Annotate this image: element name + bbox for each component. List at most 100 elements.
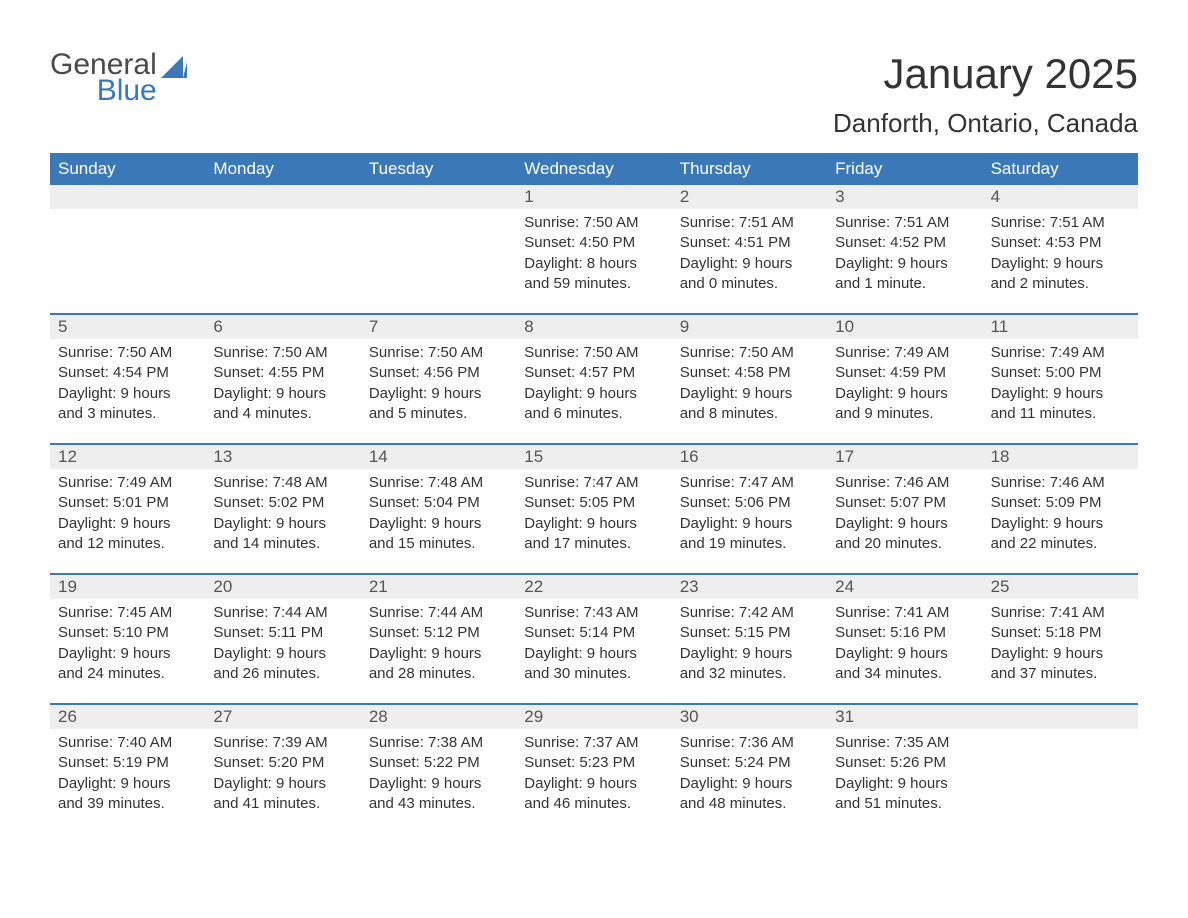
day-number: 29 xyxy=(516,705,671,729)
daylight2-text: and 43 minutes. xyxy=(369,794,508,814)
sunset-text: Sunset: 5:11 PM xyxy=(213,623,352,643)
day-body: Sunrise: 7:50 AMSunset: 4:50 PMDaylight:… xyxy=(516,209,671,304)
daylight2-text: and 15 minutes. xyxy=(369,534,508,554)
day-number: 13 xyxy=(205,445,360,469)
sunrise-text: Sunrise: 7:36 AM xyxy=(680,733,819,753)
day-cell: 15Sunrise: 7:47 AMSunset: 5:05 PMDayligh… xyxy=(516,445,671,573)
sunset-text: Sunset: 5:14 PM xyxy=(524,623,663,643)
day-body: Sunrise: 7:37 AMSunset: 5:23 PMDaylight:… xyxy=(516,729,671,824)
day-body: Sunrise: 7:43 AMSunset: 5:14 PMDaylight:… xyxy=(516,599,671,694)
sunset-text: Sunset: 5:09 PM xyxy=(991,493,1130,513)
daylight1-text: Daylight: 9 hours xyxy=(680,254,819,274)
day-cell: 22Sunrise: 7:43 AMSunset: 5:14 PMDayligh… xyxy=(516,575,671,703)
sunset-text: Sunset: 4:55 PM xyxy=(213,363,352,383)
day-body: Sunrise: 7:40 AMSunset: 5:19 PMDaylight:… xyxy=(50,729,205,824)
sunset-text: Sunset: 5:19 PM xyxy=(58,753,197,773)
daylight1-text: Daylight: 9 hours xyxy=(524,644,663,664)
sunset-text: Sunset: 5:12 PM xyxy=(369,623,508,643)
sunset-text: Sunset: 4:54 PM xyxy=(58,363,197,383)
day-number: 25 xyxy=(983,575,1138,599)
daylight1-text: Daylight: 9 hours xyxy=(835,254,974,274)
sunset-text: Sunset: 5:01 PM xyxy=(58,493,197,513)
sunrise-text: Sunrise: 7:51 AM xyxy=(835,213,974,233)
sunset-text: Sunset: 5:04 PM xyxy=(369,493,508,513)
day-cell: 28Sunrise: 7:38 AMSunset: 5:22 PMDayligh… xyxy=(361,705,516,833)
title-block: January 2025 Danforth, Ontario, Canada xyxy=(833,50,1138,139)
daylight2-text: and 17 minutes. xyxy=(524,534,663,554)
day-body: Sunrise: 7:50 AMSunset: 4:55 PMDaylight:… xyxy=(205,339,360,434)
sunrise-text: Sunrise: 7:44 AM xyxy=(369,603,508,623)
day-body: Sunrise: 7:41 AMSunset: 5:18 PMDaylight:… xyxy=(983,599,1138,694)
day-number: 17 xyxy=(827,445,982,469)
sunrise-text: Sunrise: 7:49 AM xyxy=(58,473,197,493)
daylight1-text: Daylight: 9 hours xyxy=(835,514,974,534)
day-body: Sunrise: 7:47 AMSunset: 5:05 PMDaylight:… xyxy=(516,469,671,564)
week-row: 5Sunrise: 7:50 AMSunset: 4:54 PMDaylight… xyxy=(50,313,1138,443)
daylight2-text: and 37 minutes. xyxy=(991,664,1130,684)
daylight2-text: and 3 minutes. xyxy=(58,404,197,424)
daylight1-text: Daylight: 9 hours xyxy=(213,774,352,794)
sunrise-text: Sunrise: 7:35 AM xyxy=(835,733,974,753)
header: General Blue January 2025 Danforth, Onta… xyxy=(50,50,1138,139)
daylight1-text: Daylight: 9 hours xyxy=(58,644,197,664)
daylight1-text: Daylight: 9 hours xyxy=(524,774,663,794)
day-number: 16 xyxy=(672,445,827,469)
daylight1-text: Daylight: 9 hours xyxy=(680,384,819,404)
day-number: 23 xyxy=(672,575,827,599)
week-row: 26Sunrise: 7:40 AMSunset: 5:19 PMDayligh… xyxy=(50,703,1138,833)
daylight2-text: and 6 minutes. xyxy=(524,404,663,424)
weekday-header: Sunday xyxy=(50,153,205,185)
daylight2-text: and 28 minutes. xyxy=(369,664,508,684)
day-cell: 31Sunrise: 7:35 AMSunset: 5:26 PMDayligh… xyxy=(827,705,982,833)
day-number: 2 xyxy=(672,185,827,209)
day-cell xyxy=(205,185,360,313)
sunset-text: Sunset: 5:05 PM xyxy=(524,493,663,513)
day-number-empty xyxy=(361,185,516,209)
daylight1-text: Daylight: 9 hours xyxy=(369,644,508,664)
weekday-header: Saturday xyxy=(983,153,1138,185)
sunset-text: Sunset: 5:02 PM xyxy=(213,493,352,513)
day-number: 28 xyxy=(361,705,516,729)
day-body: Sunrise: 7:48 AMSunset: 5:04 PMDaylight:… xyxy=(361,469,516,564)
day-body: Sunrise: 7:45 AMSunset: 5:10 PMDaylight:… xyxy=(50,599,205,694)
sunrise-text: Sunrise: 7:50 AM xyxy=(524,213,663,233)
daylight2-text: and 41 minutes. xyxy=(213,794,352,814)
sunrise-text: Sunrise: 7:51 AM xyxy=(680,213,819,233)
sunrise-text: Sunrise: 7:41 AM xyxy=(835,603,974,623)
sunset-text: Sunset: 5:22 PM xyxy=(369,753,508,773)
day-body: Sunrise: 7:42 AMSunset: 5:15 PMDaylight:… xyxy=(672,599,827,694)
day-number: 15 xyxy=(516,445,671,469)
daylight1-text: Daylight: 9 hours xyxy=(680,774,819,794)
day-cell: 23Sunrise: 7:42 AMSunset: 5:15 PMDayligh… xyxy=(672,575,827,703)
day-cell: 12Sunrise: 7:49 AMSunset: 5:01 PMDayligh… xyxy=(50,445,205,573)
day-body: Sunrise: 7:51 AMSunset: 4:51 PMDaylight:… xyxy=(672,209,827,304)
daylight2-text: and 1 minute. xyxy=(835,274,974,294)
day-number: 12 xyxy=(50,445,205,469)
daylight2-text: and 22 minutes. xyxy=(991,534,1130,554)
daylight2-text: and 0 minutes. xyxy=(680,274,819,294)
daylight1-text: Daylight: 8 hours xyxy=(524,254,663,274)
day-body: Sunrise: 7:47 AMSunset: 5:06 PMDaylight:… xyxy=(672,469,827,564)
daylight1-text: Daylight: 9 hours xyxy=(58,384,197,404)
sunset-text: Sunset: 5:24 PM xyxy=(680,753,819,773)
daylight2-text: and 5 minutes. xyxy=(369,404,508,424)
sunset-text: Sunset: 5:06 PM xyxy=(680,493,819,513)
day-number: 14 xyxy=(361,445,516,469)
calendar: Sunday Monday Tuesday Wednesday Thursday… xyxy=(50,153,1138,833)
day-cell: 18Sunrise: 7:46 AMSunset: 5:09 PMDayligh… xyxy=(983,445,1138,573)
sunset-text: Sunset: 5:07 PM xyxy=(835,493,974,513)
day-cell: 24Sunrise: 7:41 AMSunset: 5:16 PMDayligh… xyxy=(827,575,982,703)
sunset-text: Sunset: 4:59 PM xyxy=(835,363,974,383)
daylight2-text: and 24 minutes. xyxy=(58,664,197,684)
day-body: Sunrise: 7:49 AMSunset: 4:59 PMDaylight:… xyxy=(827,339,982,434)
day-body: Sunrise: 7:36 AMSunset: 5:24 PMDaylight:… xyxy=(672,729,827,824)
day-cell: 16Sunrise: 7:47 AMSunset: 5:06 PMDayligh… xyxy=(672,445,827,573)
day-body: Sunrise: 7:49 AMSunset: 5:00 PMDaylight:… xyxy=(983,339,1138,434)
daylight1-text: Daylight: 9 hours xyxy=(213,644,352,664)
day-cell xyxy=(983,705,1138,833)
day-body: Sunrise: 7:39 AMSunset: 5:20 PMDaylight:… xyxy=(205,729,360,824)
day-number-empty xyxy=(983,705,1138,729)
day-number: 18 xyxy=(983,445,1138,469)
daylight1-text: Daylight: 9 hours xyxy=(524,514,663,534)
daylight2-text: and 51 minutes. xyxy=(835,794,974,814)
